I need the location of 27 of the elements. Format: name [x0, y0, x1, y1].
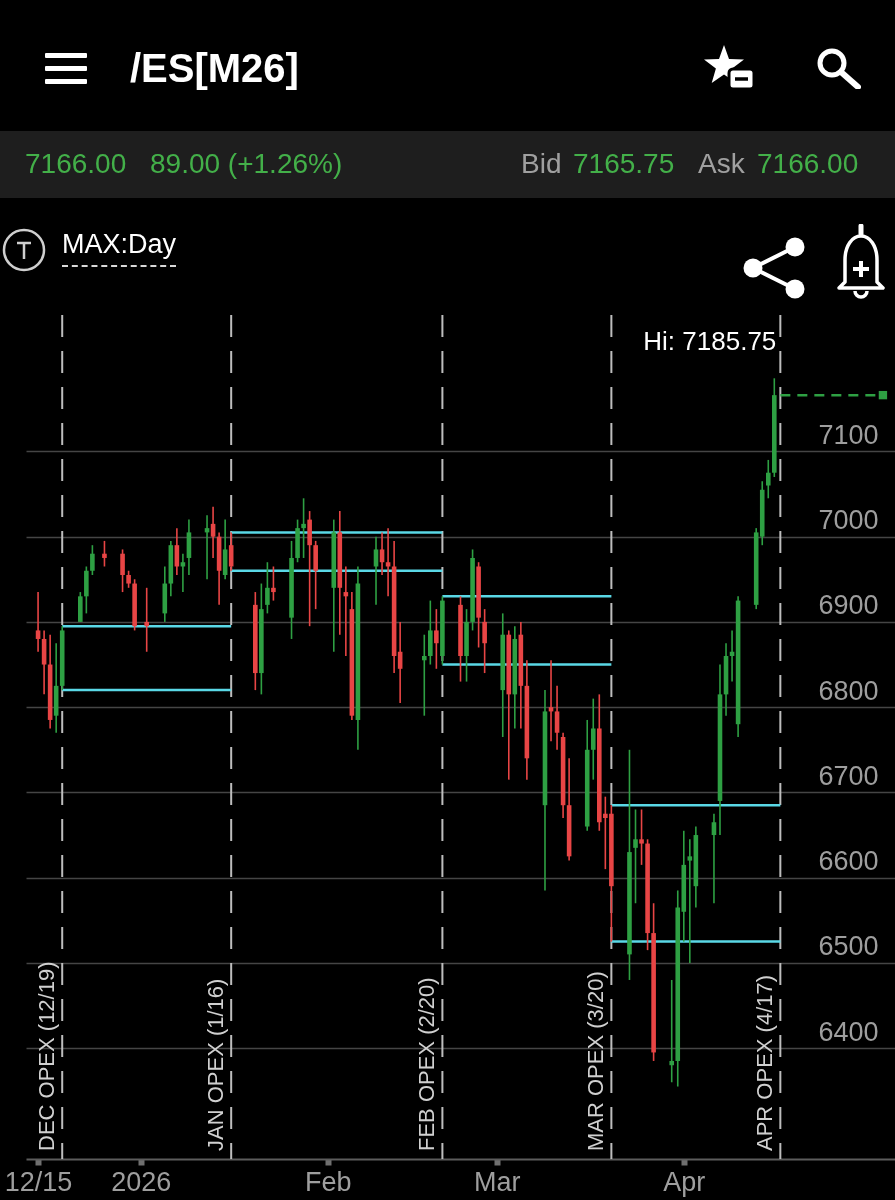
- ref-line-label: FEB OPEX (2/20): [414, 977, 440, 1151]
- y-tick-label: 7000: [818, 505, 879, 536]
- text: Ask: [698, 147, 745, 181]
- x-tick-label: Mar: [473, 1166, 521, 1197]
- ref-line-label: MAR OPEX (3/20): [583, 971, 609, 1151]
- chart-title: /ES[M26]: [130, 45, 299, 92]
- annotation: Hi: 7185.75: [643, 326, 777, 357]
- text: MAX:Day: [62, 228, 177, 267]
- text: 7166.00: [25, 147, 127, 181]
- x-tick-label: 12/15: [4, 1166, 73, 1197]
- y-tick-label: 6500: [818, 931, 879, 962]
- y-tick-label: 6900: [818, 590, 879, 621]
- ref-line-label: APR OPEX (4/17): [752, 974, 778, 1151]
- y-tick-label: 6600: [818, 846, 879, 877]
- ref-line-label: DEC OPEX (12/19): [34, 961, 60, 1151]
- y-tick-label: 6400: [818, 1016, 879, 1047]
- x-tick-label: Feb: [304, 1166, 352, 1197]
- y-tick-label: 7100: [818, 419, 879, 450]
- y-tick-label: 6700: [818, 760, 879, 791]
- text: 7166.00: [757, 147, 859, 181]
- text: 89.00 (+1.26%): [150, 147, 343, 181]
- x-tick-label: Apr: [663, 1166, 706, 1197]
- x-tick-label: 2026: [111, 1166, 172, 1197]
- text: Bid: [521, 147, 562, 181]
- text: 7165.75: [573, 147, 675, 181]
- y-tick-label: 6800: [818, 675, 879, 706]
- ref-line-label: JAN OPEX (1/16): [203, 978, 229, 1151]
